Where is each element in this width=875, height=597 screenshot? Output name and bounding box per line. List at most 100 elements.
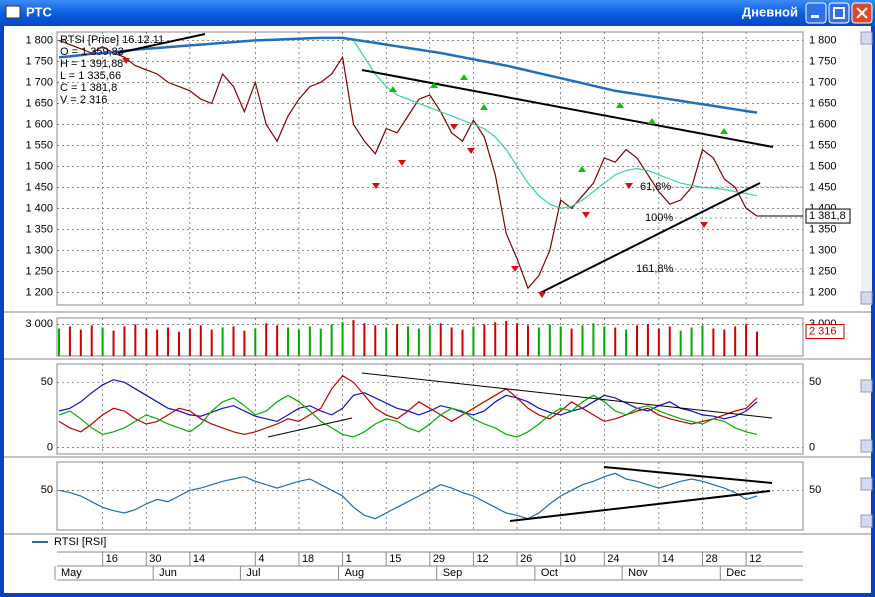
- y-tick-label: 1 750: [25, 55, 53, 67]
- y-tick-label: 1 800: [25, 34, 53, 46]
- volume-bar: [90, 325, 93, 356]
- info-line: O = 1 359,83: [60, 46, 124, 58]
- y-tick-label: 3 000: [25, 318, 53, 330]
- window-title: РТС: [26, 4, 52, 19]
- volume-bar: [177, 331, 180, 356]
- volume-bar: [156, 329, 159, 356]
- x-tick-label: 10: [564, 553, 576, 565]
- minimize-button[interactable]: [805, 2, 827, 24]
- y-tick-label: 50: [41, 484, 53, 496]
- minimize-icon: [811, 15, 819, 18]
- volume-bar: [690, 327, 693, 356]
- fib-lines: [655, 186, 803, 270]
- maximize-icon: [833, 7, 845, 19]
- volume-bar: [101, 327, 104, 356]
- volume-bar: [679, 330, 682, 356]
- scrollbars: [860, 31, 873, 528]
- volume-bar: [145, 328, 148, 356]
- plot-line: [58, 36, 758, 290]
- x-tick-label: 24: [607, 553, 619, 565]
- volume-bar: [657, 328, 660, 356]
- y-tick-label-right: 1 550: [809, 139, 837, 151]
- info-line: L = 1 335,66: [60, 70, 121, 82]
- y-tick-label: 0: [47, 441, 53, 453]
- month-label: Dec: [726, 567, 746, 579]
- scroll-up[interactable]: [860, 31, 873, 45]
- y-tick-label: 1 500: [25, 160, 53, 172]
- series-line: [58, 374, 758, 436]
- scroll-down[interactable]: [860, 291, 873, 305]
- volume-bar: [221, 327, 224, 356]
- y-tick-label-right: 1 800: [809, 34, 837, 46]
- y-tick-label: 1 400: [25, 202, 53, 214]
- info-line: H = 1 391,88: [60, 58, 123, 70]
- volume-bar: [308, 326, 311, 356]
- month-label: Sep: [443, 567, 463, 579]
- volume-bar: [167, 327, 170, 356]
- value-tag: [805, 324, 845, 340]
- info-line: C = 1 381,8: [60, 82, 117, 94]
- volume-bar: [352, 320, 355, 356]
- volume-bar: [134, 324, 137, 356]
- y-tick-label-right: 1 250: [809, 265, 837, 277]
- fib-label: 100%: [645, 212, 673, 224]
- volume-bar: [428, 325, 431, 356]
- volume-bar: [276, 325, 279, 356]
- scroll-up[interactable]: [860, 379, 873, 393]
- series-line: [58, 394, 758, 438]
- y-tick-label-right: 1 750: [809, 55, 837, 67]
- y-tick-label: 1 650: [25, 97, 53, 109]
- maximize-button[interactable]: [828, 2, 850, 24]
- scroll-down[interactable]: [860, 439, 873, 453]
- fib-label: 61,8%: [640, 181, 671, 193]
- scroll-up[interactable]: [860, 477, 873, 491]
- x-tick-label: 18: [302, 553, 314, 565]
- volume-bar: [625, 329, 628, 356]
- trend-lines: [117, 33, 774, 522]
- volume-bar: [123, 326, 126, 356]
- volume-bar: [439, 323, 442, 356]
- volume-bar: [297, 329, 300, 356]
- last-value-label: 1 381,8: [809, 210, 846, 222]
- scrollbar[interactable]: [861, 32, 872, 305]
- volume-bar: [363, 323, 366, 356]
- volume-bar: [396, 324, 399, 356]
- month-label: Jul: [246, 567, 260, 579]
- volume-bar: [68, 326, 71, 356]
- x-tick-label: 14: [193, 553, 205, 565]
- volume-bar: [614, 327, 617, 356]
- volume-bar: [461, 329, 464, 356]
- plot-volume: [58, 320, 758, 356]
- x-tick-label: 29: [433, 553, 445, 565]
- month-label: Jun: [159, 567, 177, 579]
- volume-bar: [483, 324, 486, 356]
- volume-bar: [756, 331, 758, 356]
- volume-bar: [374, 325, 377, 356]
- volume-bar: [603, 326, 606, 356]
- volume-bar: [79, 329, 82, 356]
- y-tick-label-right: 1 500: [809, 160, 837, 172]
- volume-bar: [734, 326, 737, 356]
- volume-bar: [636, 325, 639, 356]
- scroll-down[interactable]: [860, 514, 873, 528]
- volume-bar: [494, 322, 497, 356]
- x-tick-label: 4: [258, 553, 264, 565]
- y-tick-label: 1 200: [25, 286, 53, 298]
- x-tick-label: 16: [106, 553, 118, 565]
- window-icon: [5, 5, 21, 19]
- volume-bar: [745, 324, 748, 356]
- month-label: Oct: [541, 567, 558, 579]
- volume-bar: [112, 330, 115, 356]
- volume-bar: [516, 323, 519, 356]
- period[interactable]: Дневной: [742, 4, 798, 19]
- volume-bar: [548, 324, 551, 356]
- volume-bar: [254, 328, 257, 356]
- value-label: 2 316: [809, 325, 837, 337]
- month-label: Aug: [345, 567, 365, 579]
- last-value-tag: [805, 208, 851, 224]
- volume-bar: [188, 328, 191, 356]
- info-box: RTSI [Price] 16.12.11O = 1 359,83H = 1 3…: [60, 34, 164, 106]
- x-tick-label: 14: [662, 553, 674, 565]
- y-tick-label: 1 450: [25, 181, 53, 193]
- x-tick-label: 30: [149, 553, 161, 565]
